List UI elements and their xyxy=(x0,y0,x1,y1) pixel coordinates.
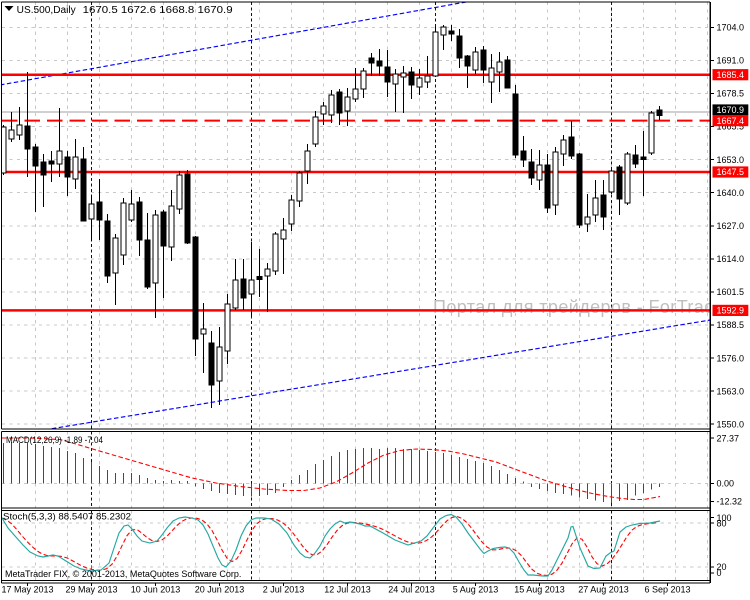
svg-text:29 May 2013: 29 May 2013 xyxy=(65,585,117,595)
svg-text:1592.9: 1592.9 xyxy=(717,306,745,316)
svg-text:1685.4: 1685.4 xyxy=(717,70,745,80)
svg-text:1588.5: 1588.5 xyxy=(717,320,745,330)
svg-text:15 Aug 2013: 15 Aug 2013 xyxy=(514,585,565,595)
svg-text:US.500,Daily: US.500,Daily xyxy=(17,5,76,16)
svg-text:1678.5: 1678.5 xyxy=(717,89,745,99)
svg-text:27.37: 27.37 xyxy=(717,433,740,443)
svg-text:1667.4: 1667.4 xyxy=(717,116,745,126)
svg-text:2 Jul 2013: 2 Jul 2013 xyxy=(263,585,305,595)
svg-text:20: 20 xyxy=(717,562,727,572)
svg-text:12 Jul 2013: 12 Jul 2013 xyxy=(324,585,371,595)
svg-text:1640.0: 1640.0 xyxy=(717,188,745,198)
svg-text:6 Sep 2013: 6 Sep 2013 xyxy=(644,585,690,595)
svg-text:1665.5: 1665.5 xyxy=(717,122,745,132)
svg-text:1670.5 1672.6 1668.8 1670.9: 1670.5 1672.6 1668.8 1670.9 xyxy=(83,5,233,16)
svg-text:-12.32: -12.32 xyxy=(717,497,743,507)
svg-text:MACD(12,26,9) -1.89 -7.04: MACD(12,26,9) -1.89 -7.04 xyxy=(6,435,103,445)
svg-text:0: 0 xyxy=(717,568,722,578)
svg-text:Портал для трейдеров - ForTrad: Портал для трейдеров - ForTrader.or xyxy=(433,297,750,317)
svg-text:0.00: 0.00 xyxy=(717,479,735,489)
svg-text:1647.5: 1647.5 xyxy=(717,167,745,177)
svg-text:80: 80 xyxy=(717,518,727,528)
svg-text:1576.0: 1576.0 xyxy=(717,353,745,363)
svg-text:10 Jun 2013: 10 Jun 2013 xyxy=(131,585,181,595)
svg-text:27 Aug 2013: 27 Aug 2013 xyxy=(578,585,629,595)
svg-text:1601.5: 1601.5 xyxy=(717,287,745,297)
svg-text:100: 100 xyxy=(717,513,732,523)
svg-text:1704.0: 1704.0 xyxy=(717,23,745,33)
svg-text:20 Jun 2013: 20 Jun 2013 xyxy=(195,585,245,595)
svg-text:5 Aug 2013: 5 Aug 2013 xyxy=(453,585,499,595)
svg-text:1653.0: 1653.0 xyxy=(717,155,745,165)
svg-text:1691.0: 1691.0 xyxy=(717,56,745,66)
svg-text:1563.0: 1563.0 xyxy=(717,386,745,396)
svg-text:24 Jul 2013: 24 Jul 2013 xyxy=(388,585,435,595)
svg-text:Stoch(5,3,3) 88.5407 85.2302: Stoch(5,3,3) 88.5407 85.2302 xyxy=(3,512,131,522)
svg-text:MetaTrader FIX, © 2001-2013, M: MetaTrader FIX, © 2001-2013, MetaQuotes … xyxy=(5,569,241,579)
svg-text:1627.0: 1627.0 xyxy=(717,221,745,231)
svg-text:1670.9: 1670.9 xyxy=(717,105,745,115)
svg-text:17 May 2013: 17 May 2013 xyxy=(1,585,53,595)
svg-text:1614.0: 1614.0 xyxy=(717,254,745,264)
svg-text:1550.0: 1550.0 xyxy=(717,419,745,429)
